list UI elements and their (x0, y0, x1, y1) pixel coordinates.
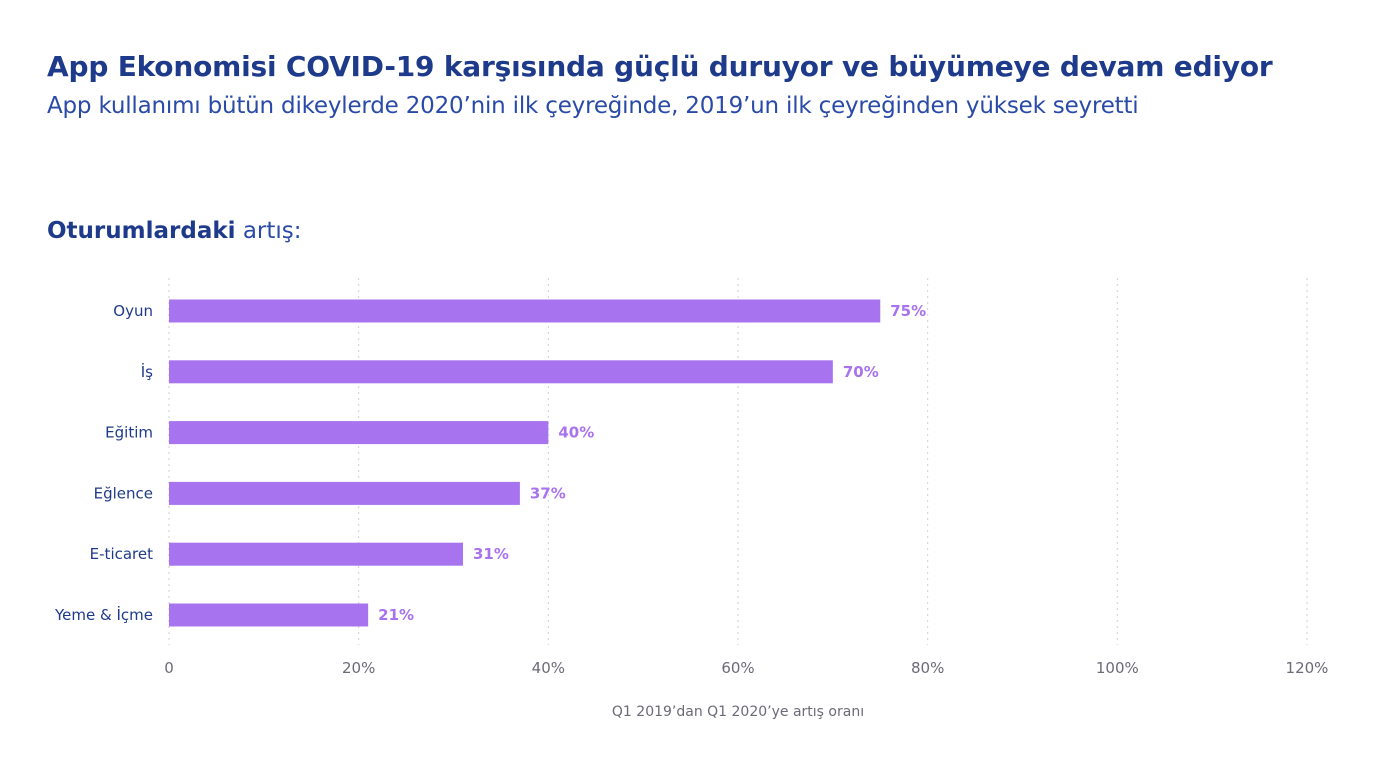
value-label: 21% (378, 606, 414, 624)
x-axis-title: Q1 2019’dan Q1 2020’ye artış oranı (612, 704, 864, 720)
bar (169, 421, 549, 445)
bar (169, 603, 369, 627)
chart-subtitle: App kullanımı bütün dikeylerde 2020’nin … (47, 93, 1139, 119)
bar (169, 299, 881, 323)
value-label: 37% (530, 484, 566, 502)
x-tick-label: 20% (342, 659, 375, 677)
category-label: Oyun (113, 302, 153, 320)
category-label: İş (141, 362, 153, 381)
x-tick-label: 0 (164, 659, 174, 677)
x-tick-labels: 0 20% 40% 60% 80% 100% 120% (164, 659, 1328, 677)
value-label: 70% (843, 363, 879, 381)
x-tick-label: 80% (911, 659, 944, 677)
value-label: 40% (558, 424, 594, 442)
category-labels: Oyun İş Eğitim Eğlence E-ticaret Yeme & İçme (54, 302, 153, 624)
bar (169, 481, 520, 505)
chart-title: App Ekonomisi COVID-19 karşısında güçlü … (47, 50, 1273, 83)
x-tick-label: 120% (1286, 659, 1329, 677)
category-label: Eğlence (94, 484, 153, 502)
bar (169, 542, 463, 566)
bars (169, 299, 881, 627)
value-label: 31% (473, 545, 509, 563)
value-label: 75% (890, 302, 926, 320)
section-label: Oturumlardaki artış: (47, 218, 302, 244)
category-label: Eğitim (105, 424, 153, 442)
bar (169, 360, 833, 384)
category-label: Yeme & İçme (54, 605, 153, 624)
grid-lines (168, 278, 1308, 645)
section-label-strong: Oturumlardaki (47, 218, 236, 244)
x-tick-label: 100% (1096, 659, 1139, 677)
category-label: E-ticaret (90, 545, 153, 563)
x-tick-label: 40% (532, 659, 565, 677)
section-label-rest: artış: (235, 218, 302, 244)
value-labels: 75% 70% 40% 37% 31% 21% (378, 302, 926, 624)
x-tick-label: 60% (721, 659, 754, 677)
